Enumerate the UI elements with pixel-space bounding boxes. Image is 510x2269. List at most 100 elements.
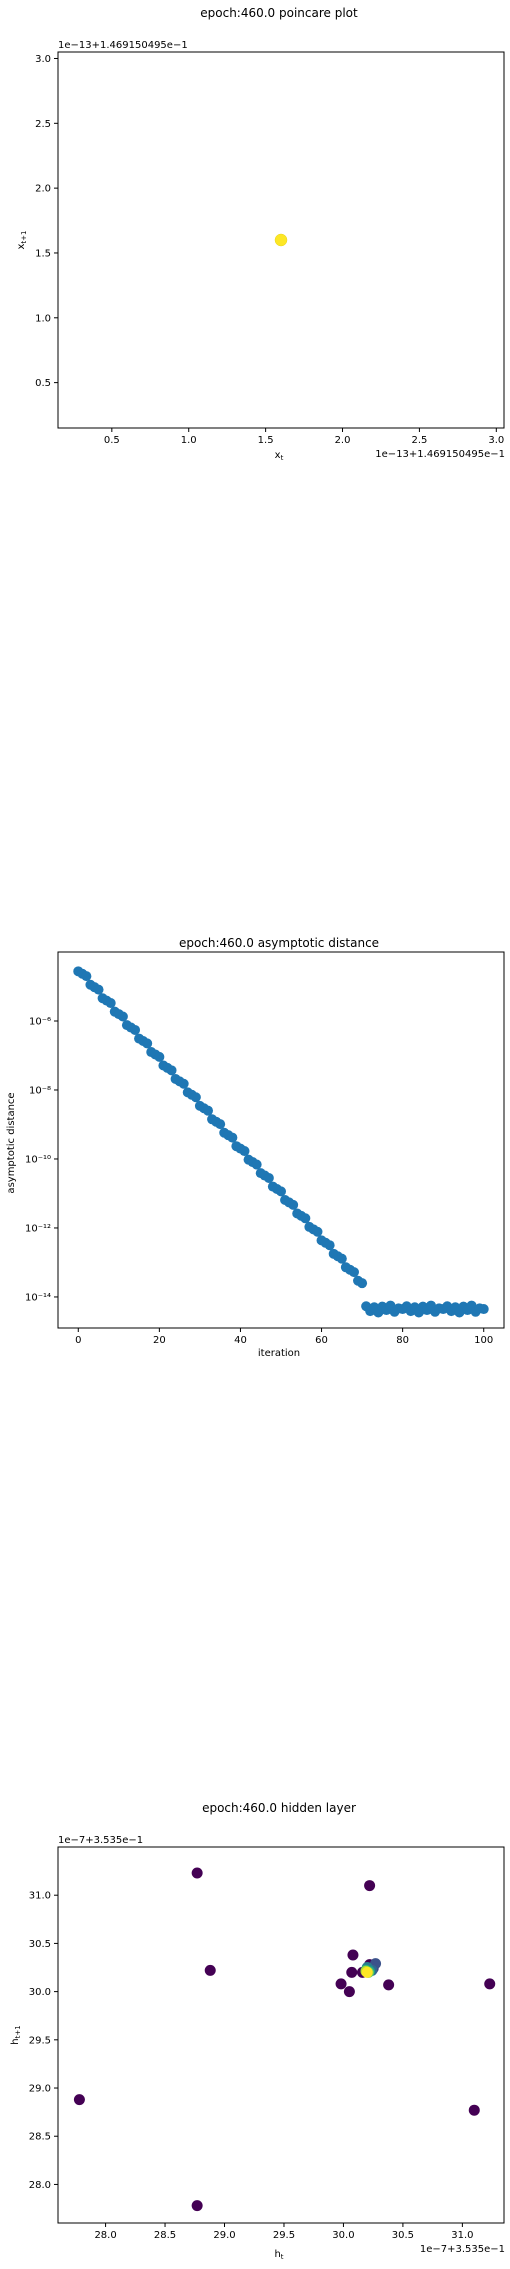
data-points [274, 233, 288, 247]
x-ticks: 28.0 28.5 29.0 29.5 30.0 30.5 31.0 [94, 2223, 474, 2241]
plot-frame [57, 51, 505, 429]
x-offset-label: 1e−13+1.469150495e−1 [375, 449, 505, 460]
y-tick-label: 30.0 [29, 1987, 51, 1998]
x-tick-label: 29.0 [213, 2230, 235, 2241]
chart-title: epoch:460.0 asymptotic distance [179, 936, 379, 950]
x-ticks: 0.5 1.0 1.5 2.0 2.5 3.0 [104, 428, 504, 446]
data-point [348, 1267, 359, 1278]
y-tick-label: 31.0 [29, 1891, 51, 1902]
y-offset-label: 1e−7+3.535e−1 [58, 1835, 143, 1846]
data-point [93, 984, 104, 995]
data-point [154, 1051, 165, 1062]
y-tick-label: 10⁻¹² [25, 1223, 51, 1234]
y-tick-label: 29.5 [29, 2035, 51, 2046]
data-point [288, 1199, 299, 1210]
data-point [191, 1867, 203, 1879]
data-point [468, 2104, 480, 2116]
data-point [274, 233, 288, 247]
data-point [130, 1024, 141, 1035]
x-tick-label: 3.0 [488, 435, 504, 446]
data-point [105, 998, 116, 1009]
x-tick-label: 30.5 [392, 2230, 414, 2241]
x-axis-label: iteration [258, 1348, 300, 1359]
y-tick-label: 2.0 [35, 184, 51, 195]
plot-frame [57, 951, 505, 1329]
x-tick-label: 60 [315, 1335, 328, 1346]
y-axis-label: asymptotic distance [6, 1092, 17, 1193]
x-tick-label: 0 [75, 1335, 81, 1346]
data-point [142, 1038, 153, 1049]
data-point [81, 971, 92, 982]
y-tick-label: 29.0 [29, 2084, 51, 2095]
data-point [357, 1278, 368, 1289]
x-tick-label: 31.0 [451, 2230, 473, 2241]
data-point [117, 1011, 128, 1022]
y-ticks: 10⁻⁶ 10⁻⁸ 10⁻¹⁰ 10⁻¹² 10⁻¹⁴ [25, 1016, 58, 1303]
y-tick-label: 1.5 [35, 248, 51, 259]
x-tick-label: 28.5 [154, 2230, 176, 2241]
data-point [478, 1304, 489, 1315]
data-point [312, 1226, 323, 1237]
x-ticks: 0 20 40 60 80 100 [75, 1328, 493, 1346]
data-point [263, 1172, 274, 1183]
x-axis-label: ht [274, 2249, 283, 2261]
y-tick-label: 10⁻⁶ [29, 1016, 51, 1027]
y-axis-label: ht+1 [10, 2025, 22, 2044]
x-tick-label: 40 [234, 1335, 247, 1346]
data-points [73, 966, 489, 1318]
data-point [484, 1978, 496, 1990]
x-tick-label: 1.0 [181, 435, 197, 446]
data-point [73, 2094, 85, 2106]
data-point [361, 1966, 373, 1978]
x-tick-label: 100 [474, 1335, 493, 1346]
y-tick-label: 10⁻¹⁴ [25, 1292, 51, 1303]
data-point [300, 1213, 311, 1224]
data-point [324, 1240, 335, 1251]
y-tick-label: 2.5 [35, 119, 51, 130]
data-point [346, 1966, 358, 1978]
data-point [239, 1146, 250, 1157]
x-tick-label: 29.5 [273, 2230, 295, 2241]
plot-frame [57, 1846, 505, 2224]
y-tick-label: 30.5 [29, 1939, 51, 1950]
data-point [276, 1186, 286, 1197]
y-tick-label: 10⁻⁸ [29, 1085, 51, 1096]
y-axis-label: xt+1 [16, 231, 28, 250]
asymptotic-distance-chart: epoch:460.0 asymptotic distance iteratio… [6, 936, 505, 1359]
chart-title: epoch:460.0 poincare plot [200, 6, 358, 20]
x-offset-label: 1e−7+3.535e−1 [420, 2244, 505, 2255]
data-point [166, 1065, 177, 1076]
data-point [336, 1253, 347, 1264]
data-point [178, 1078, 189, 1089]
y-tick-label: 10⁻¹⁰ [25, 1154, 51, 1165]
data-point [191, 2200, 203, 2212]
y-tick-label: 3.0 [35, 54, 51, 65]
data-point [251, 1159, 262, 1170]
x-tick-label: 1.5 [258, 435, 274, 446]
x-axis-label: xt [275, 450, 284, 462]
x-tick-label: 80 [396, 1335, 409, 1346]
chart-title: epoch:460.0 hidden layer [202, 1801, 356, 1815]
data-point [215, 1119, 226, 1130]
y-offset-label: 1e−13+1.469150495e−1 [58, 40, 188, 51]
y-tick-label: 28.5 [29, 2132, 51, 2143]
y-ticks: 0.5 1.0 1.5 2.0 2.5 3.0 [35, 54, 58, 389]
data-point [227, 1132, 238, 1143]
hidden-layer-chart: epoch:460.0 hidden layer 1e−7+3.535e−1 1… [10, 1801, 505, 2261]
data-point [335, 1978, 347, 1990]
x-tick-label: 0.5 [104, 435, 120, 446]
data-point [383, 1979, 395, 1991]
x-tick-label: 20 [153, 1335, 166, 1346]
y-tick-label: 1.0 [35, 313, 51, 324]
x-tick-label: 2.0 [335, 435, 351, 446]
data-points [73, 1867, 496, 2212]
x-tick-label: 28.0 [94, 2230, 116, 2241]
y-tick-label: 0.5 [35, 378, 51, 389]
data-point [190, 1092, 201, 1103]
data-point [343, 1986, 355, 1998]
x-tick-label: 2.5 [411, 435, 427, 446]
poincare-plot-chart: epoch:460.0 poincare plot 1e−13+1.469150… [16, 6, 505, 462]
y-tick-label: 28.0 [29, 2180, 51, 2191]
x-tick-label: 30.0 [332, 2230, 354, 2241]
data-point [364, 1880, 376, 1892]
